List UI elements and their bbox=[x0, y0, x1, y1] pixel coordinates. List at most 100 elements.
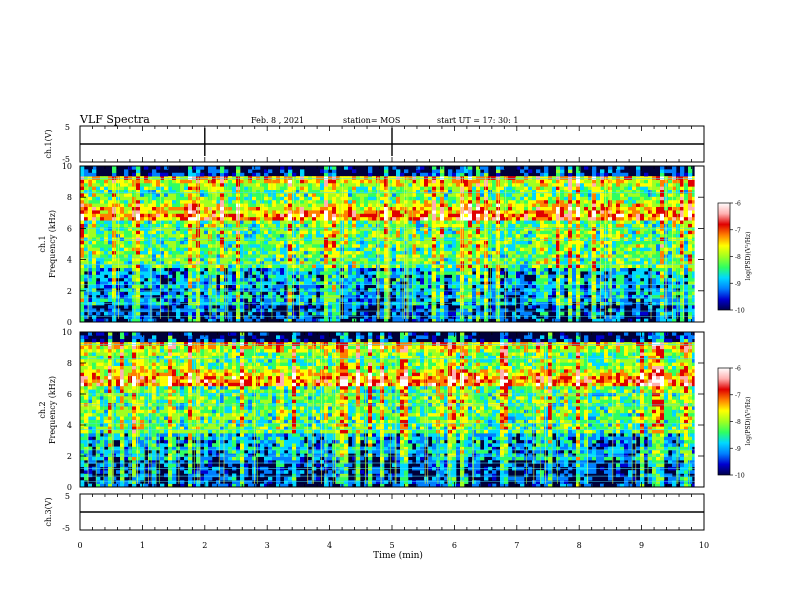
ch1-spectrogram-cell bbox=[436, 172, 441, 177]
ch1-spectrogram-cell bbox=[472, 186, 477, 191]
ch1-spectrogram-cell bbox=[400, 274, 405, 279]
ch1-spectrogram-cell bbox=[120, 271, 125, 275]
ch1-spectrogram-cell bbox=[256, 166, 261, 170]
ch1-spectrogram-cell bbox=[184, 199, 189, 204]
ch1-spectrogram-cell bbox=[280, 176, 285, 180]
ch1-spectrogram-cell bbox=[444, 240, 449, 245]
ch1-spectrogram-cell bbox=[268, 298, 273, 302]
ch1-spectrogram-cell bbox=[520, 227, 525, 231]
ch1-spectrogram-cell bbox=[516, 210, 521, 214]
ch1-spectrogram-cell bbox=[168, 257, 173, 262]
ch1-spectrogram-cell bbox=[128, 182, 133, 187]
ch1-spectrogram-cell bbox=[392, 213, 397, 218]
ch1-spectrogram-cell bbox=[308, 227, 313, 231]
ch1-spectrogram-cell bbox=[532, 176, 537, 180]
ch1-spectrogram-cell bbox=[336, 240, 341, 245]
ch1-spectrogram-cell bbox=[416, 230, 421, 235]
ch1-spectrogram-cell bbox=[248, 260, 253, 265]
ch1-spectrogram-cell bbox=[96, 227, 101, 231]
ch1-spectrogram-cell bbox=[172, 264, 177, 269]
ch1-spectrogram-cell bbox=[244, 254, 249, 258]
ch1-spectrogram-cell bbox=[360, 298, 365, 302]
ch1-spectrogram-cell bbox=[252, 308, 257, 313]
ch1-spectrogram-cell bbox=[368, 230, 373, 235]
ch1-spectrogram-cell bbox=[124, 240, 129, 245]
ch1-spectrogram-cell bbox=[336, 284, 341, 289]
ch1-spectrogram-cell bbox=[556, 199, 561, 204]
ch1-spectrogram-cell bbox=[396, 182, 401, 187]
ch1-spectrogram-cell bbox=[324, 230, 329, 235]
ch1-spectrogram-cell bbox=[468, 291, 473, 296]
ch1-spectrogram-cell bbox=[140, 203, 145, 207]
ch1-spectrogram-cell bbox=[304, 193, 309, 197]
ch1-spectrogram-cell bbox=[128, 233, 133, 238]
ch1-spectrogram-cell bbox=[336, 271, 341, 275]
ch1-spectrogram-cell bbox=[220, 189, 225, 194]
ch1-spectrogram-cell bbox=[228, 193, 233, 197]
ch1-spectrogram-cell bbox=[148, 220, 153, 224]
ch1-spectrogram-cell bbox=[248, 179, 253, 184]
ch1-spectrogram-cell bbox=[344, 274, 349, 279]
ch1-spectrogram-cell bbox=[256, 206, 261, 211]
ch1-spectrogram-cell bbox=[544, 213, 549, 218]
ch1-spectrogram-cell bbox=[108, 264, 113, 269]
ch1-spectrogram-cell bbox=[144, 281, 149, 285]
ch1-spectrogram-cell bbox=[320, 213, 325, 218]
ch1-spectrogram-cell bbox=[260, 294, 265, 299]
ch1-spectrogram-cell bbox=[248, 223, 253, 228]
ch1-spectrogram-cell bbox=[300, 244, 305, 248]
ch1-spectrogram-cell bbox=[356, 305, 361, 309]
ch1-spectrogram-cell bbox=[332, 196, 337, 201]
ch1-spectrogram-cell bbox=[416, 247, 421, 252]
ch1-spectrogram-cell bbox=[240, 240, 245, 245]
ch1-spectrogram-cell bbox=[192, 254, 197, 258]
ch1-spectrogram-cell bbox=[312, 189, 317, 194]
ch1-spectrogram-cell bbox=[384, 274, 389, 279]
ch1-spectrogram-cell bbox=[228, 267, 233, 272]
ch1-spectrogram-cell bbox=[268, 193, 273, 197]
ch1-spectrogram-cell bbox=[380, 284, 385, 289]
ch1-spectrogram-cell bbox=[96, 230, 101, 235]
ch1-spectrogram-cell bbox=[216, 244, 221, 248]
ch1-spectrogram-cell bbox=[160, 227, 165, 231]
ch1-spectrogram-cell bbox=[80, 294, 85, 299]
ch1-spectrogram-cell bbox=[344, 284, 349, 289]
ch1-spectrogram-cell bbox=[220, 199, 225, 204]
ch1-spectrogram-cell bbox=[420, 240, 425, 245]
ch1-spectrogram-cell bbox=[460, 186, 465, 191]
ch1-spectrogram-cell bbox=[104, 179, 109, 184]
ch1-spectrogram-cell bbox=[320, 267, 325, 272]
ch1-spectrogram-cell bbox=[332, 179, 337, 184]
ch1-spectrogram-cell bbox=[460, 193, 465, 197]
ch1-spectrogram-cell bbox=[512, 244, 517, 248]
ch1-spectrogram-cell bbox=[244, 189, 249, 194]
ch1-spectrogram-cell bbox=[220, 298, 225, 302]
ch1-spectrogram-cell bbox=[516, 179, 521, 184]
ch1-spectrogram-cell bbox=[360, 257, 365, 262]
ch1-spectrogram-cell bbox=[260, 284, 265, 289]
ch1-spectrogram-cell bbox=[484, 199, 489, 204]
ch1-spectrogram-cell bbox=[248, 311, 253, 316]
ch1-spectrogram-cell bbox=[172, 257, 177, 262]
ch1-spectrogram-cell bbox=[484, 220, 489, 224]
ch1-spectrogram-cell bbox=[176, 196, 181, 201]
ch1-spectrogram-cell bbox=[380, 264, 385, 269]
ch1-spectrogram-cell bbox=[364, 223, 369, 228]
ch1-spectrogram-cell bbox=[424, 196, 429, 201]
ch1-spectrogram-cell bbox=[220, 267, 225, 272]
ch1-spectrogram-cell bbox=[80, 196, 85, 201]
ch1-spectrogram-cell bbox=[452, 254, 457, 258]
ch1-spectrogram-cell bbox=[288, 281, 293, 285]
ch1-spectrogram-cell bbox=[536, 182, 541, 187]
ch1-spectrogram-cell bbox=[304, 216, 309, 221]
ch1-spectrogram-cell bbox=[424, 311, 429, 316]
ch1-spectrogram-cell bbox=[380, 193, 385, 197]
ch1-spectrogram-cell bbox=[384, 189, 389, 194]
ch1-spectrogram-cell bbox=[292, 264, 297, 269]
ch1-spectrogram-cell bbox=[404, 247, 409, 252]
ch1-spectrogram-cell bbox=[292, 254, 297, 258]
ch1-spectrogram-cell bbox=[532, 189, 537, 194]
ch1-spectrogram-cell bbox=[320, 294, 325, 299]
ch1-spectrogram-cell bbox=[504, 277, 509, 282]
ch1-spectrogram-cell bbox=[124, 247, 129, 252]
